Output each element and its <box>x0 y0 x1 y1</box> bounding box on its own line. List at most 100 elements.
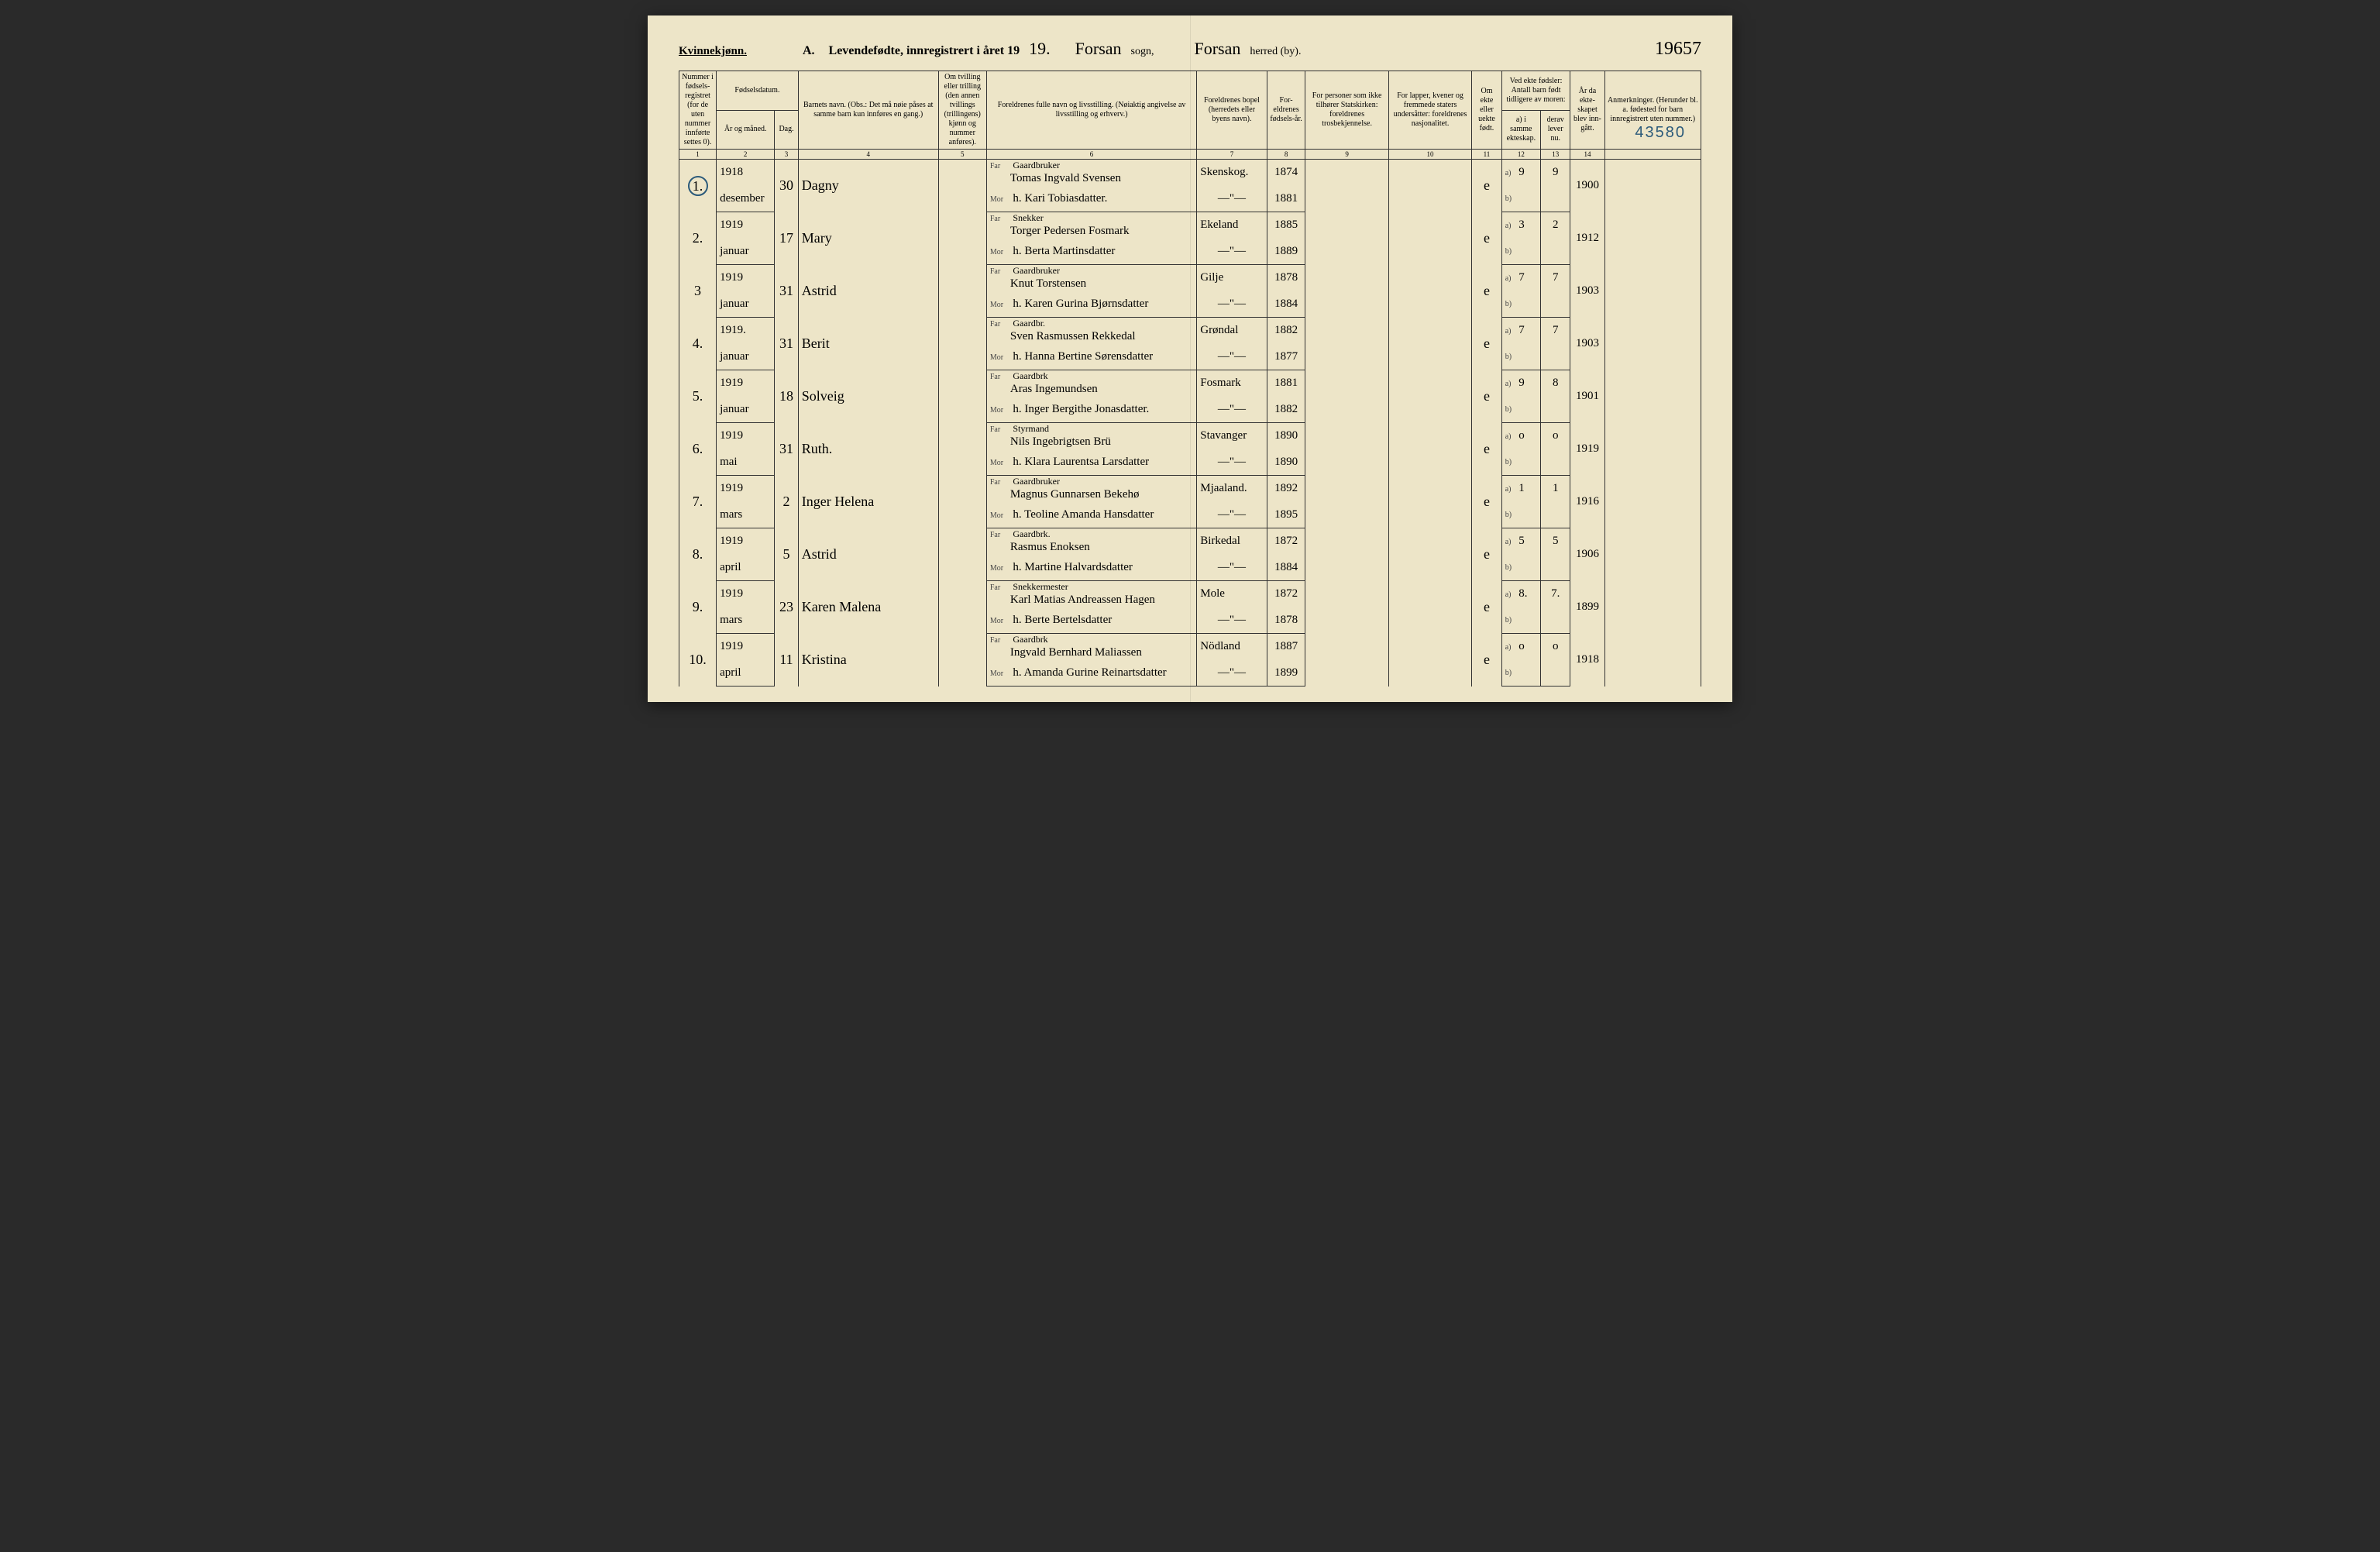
nationality-cell <box>1388 581 1471 634</box>
place-mother: —"— <box>1197 555 1267 581</box>
col-2b-header: Dag. <box>775 110 799 150</box>
father-cell: Far Gaardbrk.Rasmus Enoksen <box>986 528 1196 555</box>
col13b-cell <box>1540 555 1570 581</box>
place-father: Grøndal <box>1197 318 1267 344</box>
day-cell: 17 <box>775 212 799 265</box>
remarks-cell <box>1604 318 1701 370</box>
colnum: 7 <box>1197 150 1267 160</box>
father-cell: Far GaardbrkAras Ingemundsen <box>986 370 1196 397</box>
col12b-cell: b) <box>1501 397 1540 423</box>
col-14-header: År da ekte-skapet blev inn-gått. <box>1570 71 1604 150</box>
religion-cell <box>1305 318 1388 370</box>
marriage-year: 1919 <box>1570 423 1604 476</box>
col-6-header: Foreldrenes fulle navn og livsstilling. … <box>986 71 1196 150</box>
col12a-cell: a) 7 <box>1501 318 1540 344</box>
nationality-cell <box>1388 160 1471 212</box>
colnum: 10 <box>1388 150 1471 160</box>
colnum: 2 <box>717 150 775 160</box>
marriage-year: 1899 <box>1570 581 1604 634</box>
father-cell: Far SnekkerTorger Pedersen Fosmark <box>986 212 1196 239</box>
legitimate-cell: e <box>1472 528 1501 581</box>
religion-cell <box>1305 370 1388 423</box>
col13-cell: 1 <box>1540 476 1570 502</box>
father-birth-year: 1882 <box>1267 318 1305 344</box>
colnum: 14 <box>1570 150 1604 160</box>
place-father: Stavanger <box>1197 423 1267 449</box>
col12a-cell: a) 1 <box>1501 476 1540 502</box>
col13b-cell <box>1540 291 1570 318</box>
table-row: 2. 1919 17 Mary Far SnekkerTorger Peders… <box>679 212 1701 239</box>
place-father: Mole <box>1197 581 1267 607</box>
twin-cell <box>938 160 986 212</box>
col13-cell: 5 <box>1540 528 1570 555</box>
col12b-cell: b) <box>1501 607 1540 634</box>
col13b-cell <box>1540 397 1570 423</box>
day-cell: 2 <box>775 476 799 528</box>
place-mother: —"— <box>1197 449 1267 476</box>
remarks-cell <box>1604 212 1701 265</box>
colnum: 3 <box>775 150 799 160</box>
colnum: 9 <box>1305 150 1388 160</box>
col-13-header: derav lever nu. <box>1540 110 1570 150</box>
mother-cell: Mor h. Inger Bergithe Jonasdatter. <box>986 397 1196 423</box>
entry-number: 8. <box>679 528 717 581</box>
colnum: 8 <box>1267 150 1305 160</box>
father-birth-year: 1872 <box>1267 581 1305 607</box>
col13-cell: 7 <box>1540 265 1570 291</box>
twin-cell <box>938 212 986 265</box>
col12a-cell: a) o <box>1501 423 1540 449</box>
father-birth-year: 1892 <box>1267 476 1305 502</box>
day-cell: 23 <box>775 581 799 634</box>
day-cell: 31 <box>775 265 799 318</box>
religion-cell <box>1305 528 1388 581</box>
father-birth-year: 1874 <box>1267 160 1305 186</box>
col12b-cell: b) <box>1501 502 1540 528</box>
table-row: 7. 1919 2 Inger Helena Far GaardbrukerMa… <box>679 476 1701 502</box>
table-row: 8. 1919 5 Astrid Far Gaardbrk.Rasmus Eno… <box>679 528 1701 555</box>
place-mother: —"— <box>1197 660 1267 687</box>
twin-cell <box>938 634 986 687</box>
entry-number: 2. <box>679 212 717 265</box>
table-row: 4. 1919. 31 Berit Far Gaardbr.Sven Rasmu… <box>679 318 1701 344</box>
col13-cell: 7 <box>1540 318 1570 344</box>
child-name: Dagny <box>798 160 938 212</box>
year-cell: 1919 <box>717 423 775 449</box>
marriage-year: 1903 <box>1570 265 1604 318</box>
entry-number: 10. <box>679 634 717 687</box>
colnum <box>1604 150 1701 160</box>
marriage-year: 1906 <box>1570 528 1604 581</box>
table-row: 6. 1919 31 Ruth. Far StyrmandNils Ingebr… <box>679 423 1701 449</box>
father-cell: Far Gaardbr.Sven Rasmussen Rekkedal <box>986 318 1196 344</box>
mother-cell: Mor h. Hanna Bertine Sørensdatter <box>986 344 1196 370</box>
month-cell: april <box>717 660 775 687</box>
month-cell: mars <box>717 502 775 528</box>
day-cell: 31 <box>775 318 799 370</box>
month-cell: desember <box>717 186 775 212</box>
entry-number: 5. <box>679 370 717 423</box>
mother-cell: Mor h. Teoline Amanda Hansdatter <box>986 502 1196 528</box>
table-row: 10. 1919 11 Kristina Far GaardbrkIngvald… <box>679 634 1701 660</box>
month-cell: april <box>717 555 775 581</box>
legitimate-cell: e <box>1472 476 1501 528</box>
father-cell: Far StyrmandNils Ingebrigtsen Brü <box>986 423 1196 449</box>
father-birth-year: 1887 <box>1267 634 1305 660</box>
year-cell: 1919 <box>717 476 775 502</box>
twin-cell <box>938 318 986 370</box>
col12a-cell: a) 9 <box>1501 160 1540 186</box>
colnum: 12 <box>1501 150 1540 160</box>
col12a-cell: a) 3 <box>1501 212 1540 239</box>
mother-birth-year: 1878 <box>1267 607 1305 634</box>
place-mother: —"— <box>1197 607 1267 634</box>
place-father: Fosmark <box>1197 370 1267 397</box>
year-cell: 1919 <box>717 212 775 239</box>
legitimate-cell: e <box>1472 634 1501 687</box>
gender-label: Kvinnekjønn. <box>679 45 747 58</box>
place-father: Skenskog. <box>1197 160 1267 186</box>
remarks-cell <box>1604 476 1701 528</box>
nationality-cell <box>1388 265 1471 318</box>
col-2a-header: År og måned. <box>717 110 775 150</box>
place-mother: —"— <box>1197 239 1267 265</box>
place-mother: —"— <box>1197 186 1267 212</box>
register-page: Kvinnekjønn. A. Levendefødte, innregistr… <box>648 15 1732 702</box>
col-8-header: For-eldrenes fødsels-år. <box>1267 71 1305 150</box>
